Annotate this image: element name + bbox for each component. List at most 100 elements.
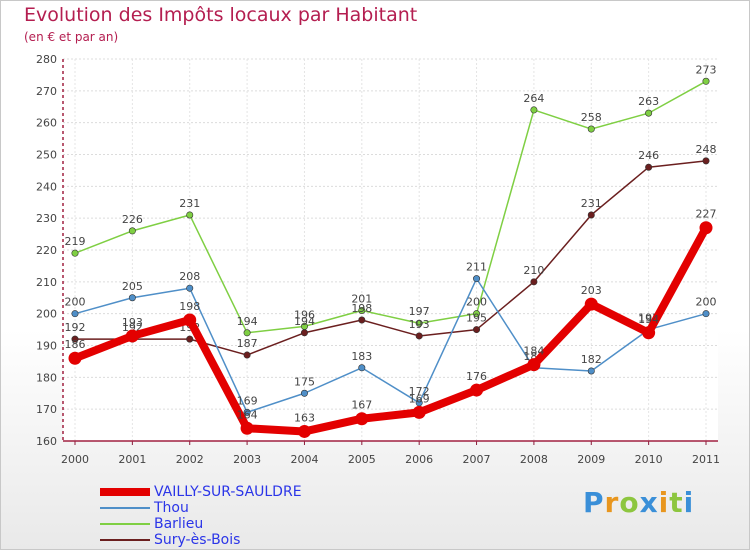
legend-item: Thou (100, 500, 360, 516)
brand-letter: i (658, 486, 670, 519)
data-label: 167 (351, 399, 372, 412)
y-tick-label: 280 (36, 53, 57, 66)
data-label: 197 (409, 305, 430, 318)
data-label: 201 (351, 292, 372, 305)
data-label: 211 (466, 261, 487, 274)
data-label: 192 (65, 321, 86, 334)
legend: VAILLY-SUR-SAULDRE Thou Barlieu Sury-ès-Boi… (100, 484, 360, 548)
data-point (473, 275, 481, 283)
data-point (186, 284, 194, 292)
x-tick-label: 2000 (61, 453, 89, 466)
y-tick-label: 210 (36, 276, 57, 289)
x-tick-label: 2006 (405, 453, 433, 466)
chart-subtitle: (en € et par an) (24, 30, 119, 44)
x-tick-label: 2011 (692, 453, 720, 466)
data-point (68, 351, 82, 365)
brand-letter: x (639, 486, 659, 519)
series-line (74, 277, 707, 414)
data-label: 193 (409, 318, 430, 331)
legend-item: Sury-ès-Bois (100, 532, 360, 548)
x-tick-label: 2005 (348, 453, 376, 466)
data-label: 198 (351, 302, 372, 315)
data-point (183, 313, 197, 327)
legend-label: Thou (154, 500, 189, 516)
y-tick-label: 190 (36, 340, 57, 353)
data-point (530, 278, 538, 286)
legend-swatch (100, 523, 150, 525)
data-point (473, 310, 481, 318)
x-tick-label: 2004 (290, 453, 318, 466)
data-point (527, 358, 541, 372)
data-point (530, 106, 538, 114)
x-tick-label: 2001 (118, 453, 146, 466)
legend-swatch (100, 507, 150, 509)
data-label: 193 (122, 316, 143, 329)
y-tick-label: 220 (36, 244, 57, 257)
data-point (473, 326, 481, 334)
data-label: 273 (696, 63, 717, 76)
data-point (702, 310, 710, 318)
data-label: 226 (122, 213, 143, 226)
y-tick-label: 240 (36, 180, 57, 193)
y-tick-label: 200 (36, 308, 57, 321)
data-label: 195 (466, 312, 487, 325)
data-label: 172 (409, 385, 430, 398)
data-point (412, 405, 426, 419)
y-tick-label: 270 (36, 85, 57, 98)
data-point (71, 335, 79, 343)
proxiti-logo: Proxiti (583, 486, 694, 519)
data-point (128, 227, 136, 235)
data-label: 164 (237, 408, 258, 421)
data-label: 196 (294, 308, 315, 321)
brand-letter: t (669, 486, 684, 519)
data-label: 210 (523, 264, 544, 277)
data-label: 187 (237, 337, 258, 350)
data-point (300, 329, 308, 337)
legend-item: Barlieu (100, 516, 360, 532)
data-point (186, 335, 194, 343)
brand-letter: o (619, 486, 640, 519)
data-point (642, 326, 656, 340)
data-label: 182 (581, 353, 602, 366)
data-label: 200 (696, 296, 717, 309)
data-label: 248 (696, 143, 717, 156)
data-point (358, 306, 366, 314)
brand-letter: P (583, 486, 605, 519)
data-label: 227 (696, 208, 717, 221)
data-point (699, 221, 713, 235)
legend-swatch (100, 488, 150, 496)
data-point (125, 329, 139, 343)
data-point (702, 157, 710, 165)
legend-label: Barlieu (154, 516, 204, 532)
data-point (355, 412, 369, 426)
data-point (702, 77, 710, 85)
x-tick-label: 2007 (463, 453, 491, 466)
data-point (358, 364, 366, 372)
data-point (415, 319, 423, 327)
data-point (71, 310, 79, 318)
y-tick-label: 170 (36, 403, 57, 416)
data-point (128, 294, 136, 302)
data-point (645, 163, 653, 171)
data-label: 231 (179, 197, 200, 210)
data-point (584, 297, 598, 311)
x-tick-label: 2009 (577, 453, 605, 466)
data-label: 219 (65, 235, 86, 248)
data-point (645, 109, 653, 117)
data-label: 246 (638, 149, 659, 162)
data-label: 194 (638, 313, 659, 326)
data-point (415, 332, 423, 340)
data-label: 231 (581, 197, 602, 210)
data-label: 183 (351, 350, 372, 363)
data-label: 194 (294, 315, 315, 328)
data-label: 205 (122, 280, 143, 293)
series-line (74, 80, 707, 334)
data-label: 169 (237, 394, 258, 407)
data-point (71, 249, 79, 257)
y-tick-label: 180 (36, 371, 57, 384)
data-label: 176 (466, 370, 487, 383)
data-label: 184 (523, 345, 544, 358)
data-point (300, 389, 308, 397)
data-label: 258 (581, 111, 602, 124)
data-point (243, 408, 251, 416)
